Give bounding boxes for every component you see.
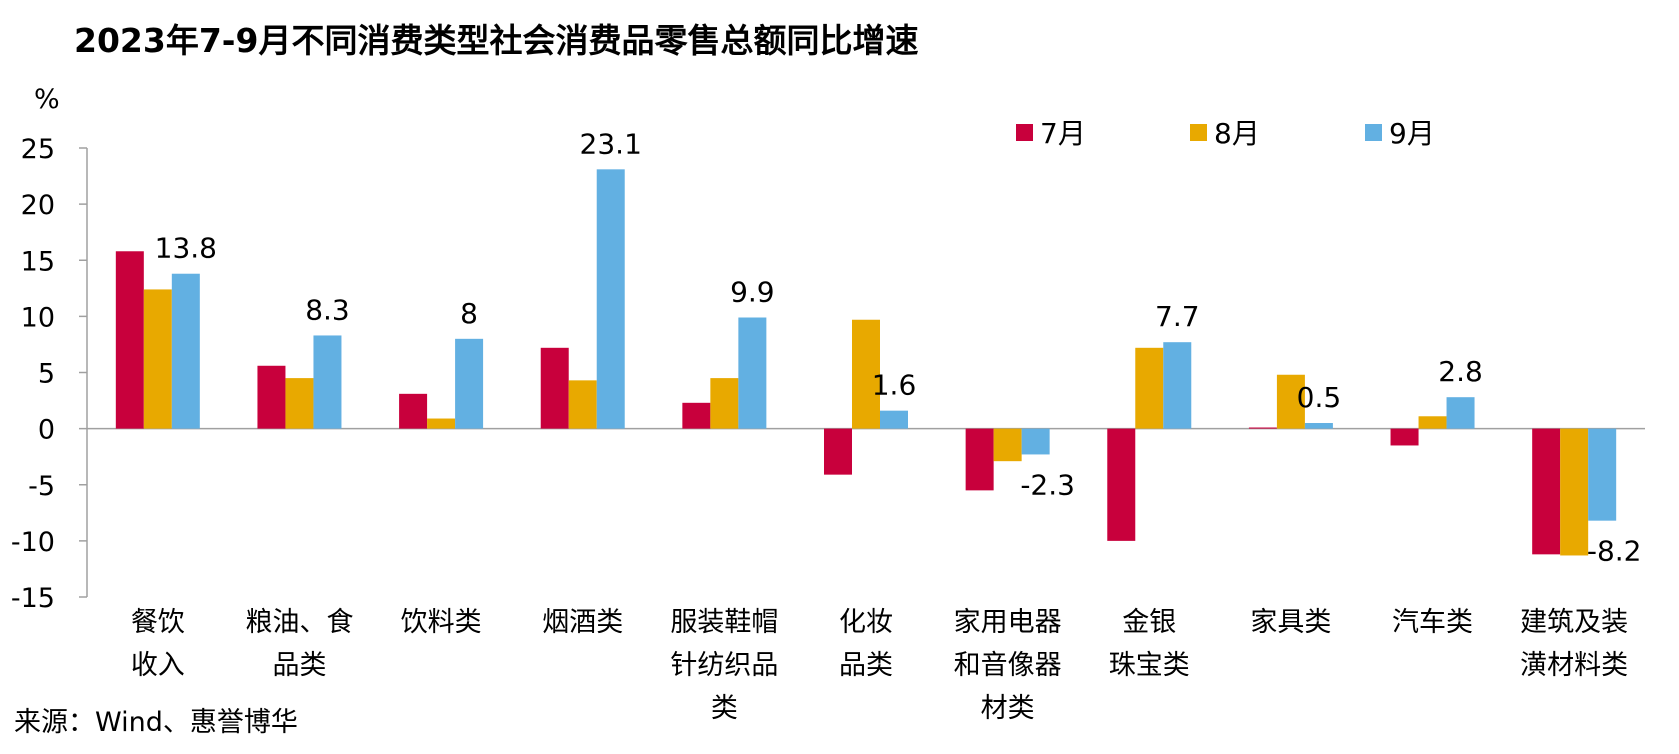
y-tick-label: 15 xyxy=(21,246,55,277)
data-label: 23.1 xyxy=(580,127,642,160)
chart-title: 2023年7-9月不同消费类型社会消费品零售总额同比增速 xyxy=(74,21,919,60)
bar-1-cat-9 xyxy=(1248,427,1277,429)
category-label: 和音像器 xyxy=(954,650,1062,681)
y-tick-label: 5 xyxy=(38,359,55,390)
data-label: 7.7 xyxy=(1155,300,1200,333)
category-label: 服装鞋帽 xyxy=(670,607,778,638)
bar-1-cat-7 xyxy=(965,428,994,491)
bar-3-cat-5 xyxy=(738,317,767,429)
bar-3-cat-3 xyxy=(455,338,484,429)
category-label: 化妆 xyxy=(839,607,893,638)
category-label: 类 xyxy=(711,693,738,724)
bar-3-cat-11 xyxy=(1588,428,1617,521)
y-tick-label: 25 xyxy=(21,134,55,165)
category-label: 金银 xyxy=(1122,607,1176,638)
category-label: 汽车类 xyxy=(1392,607,1473,638)
bar-3-cat-9 xyxy=(1304,423,1333,429)
bar-3-cat-10 xyxy=(1446,397,1475,429)
bar-3-cat-6 xyxy=(880,410,908,429)
bar-1-cat-2 xyxy=(257,365,286,429)
bar-1-cat-1 xyxy=(115,251,144,429)
category-label: 品类 xyxy=(839,650,893,681)
y-axis-unit: % xyxy=(34,84,60,115)
legend: 7月 8月 9月 xyxy=(1016,117,1435,150)
category-label: 建筑及装 xyxy=(1520,607,1628,638)
bar-2-cat-6 xyxy=(852,319,880,429)
bar-2-cat-11 xyxy=(1560,428,1589,556)
category-label: 家具类 xyxy=(1250,607,1331,638)
category-label: 潢材料类 xyxy=(1520,650,1628,681)
data-label: 1.6 xyxy=(872,369,917,402)
data-labels-group: 13.8 8.3 8 23.1 9.9 1.6 -2.3 7.7 0.5 2.8 -8.2 xyxy=(155,127,1642,567)
data-label: -8.2 xyxy=(1587,535,1642,568)
category-label: 珠宝类 xyxy=(1109,650,1190,681)
bar-3-cat-8 xyxy=(1163,342,1192,429)
category-label: 品类 xyxy=(272,650,326,681)
bar-1-cat-6 xyxy=(824,428,852,475)
legend-label-1: 7月 xyxy=(1040,117,1086,150)
data-label: 8.3 xyxy=(305,293,350,326)
bar-3-cat-1 xyxy=(171,273,200,429)
legend-swatch-3 xyxy=(1365,124,1382,141)
legend-label-3: 9月 xyxy=(1389,117,1435,150)
bar-2-cat-5 xyxy=(710,378,739,429)
bar-2-cat-10 xyxy=(1418,416,1447,429)
data-label: 0.5 xyxy=(1297,381,1342,414)
source-note: 来源：Wind、惠誉博华 xyxy=(14,707,298,738)
bar-3-cat-4 xyxy=(596,169,625,429)
y-tick-label: 20 xyxy=(21,190,55,221)
y-tick-label: 0 xyxy=(38,415,55,446)
category-label: 家用电器 xyxy=(954,607,1062,638)
bar-2-cat-8 xyxy=(1135,347,1164,429)
bar-2-cat-4 xyxy=(568,380,597,429)
legend-label-2: 8月 xyxy=(1214,117,1260,150)
bar-2-cat-1 xyxy=(143,289,172,429)
category-label: 饮料类 xyxy=(401,607,482,638)
category-label: 针纺织品 xyxy=(670,650,778,681)
bar-2-cat-2 xyxy=(285,378,314,429)
bar-1-cat-5 xyxy=(682,402,711,429)
bar-1-cat-8 xyxy=(1107,428,1136,541)
y-tick-label: -5 xyxy=(28,471,55,502)
category-label: 粮油、食 xyxy=(245,607,353,638)
data-label: 8 xyxy=(460,297,478,330)
bar-2-cat-7 xyxy=(993,428,1022,462)
bar-1-cat-4 xyxy=(540,347,569,429)
data-label: 9.9 xyxy=(730,275,775,308)
y-tick-label: 10 xyxy=(21,302,55,333)
bar-1-cat-11 xyxy=(1532,428,1561,555)
y-tick-label: -10 xyxy=(11,527,55,558)
axes: 25 20 15 10 5 0 -5 -10 -15% xyxy=(11,84,1645,614)
bar-2-cat-3 xyxy=(427,418,456,429)
bar-3-cat-7 xyxy=(1021,428,1050,455)
bar-1-cat-3 xyxy=(399,393,428,429)
data-label: -2.3 xyxy=(1020,468,1075,501)
category-label: 收入 xyxy=(131,650,185,681)
legend-swatch-1 xyxy=(1016,124,1033,141)
y-tick-label: -15 xyxy=(11,583,55,614)
category-label: 材类 xyxy=(981,693,1035,724)
bars-group xyxy=(115,169,1617,556)
bar-3-cat-2 xyxy=(313,335,342,429)
data-label: 13.8 xyxy=(155,232,217,265)
bar-2-cat-9 xyxy=(1276,374,1305,429)
legend-swatch-2 xyxy=(1190,124,1207,141)
data-label: 2.8 xyxy=(1438,355,1483,388)
bar-1-cat-10 xyxy=(1390,428,1419,446)
category-label: 烟酒类 xyxy=(542,607,623,638)
category-label: 餐饮 xyxy=(131,607,185,638)
